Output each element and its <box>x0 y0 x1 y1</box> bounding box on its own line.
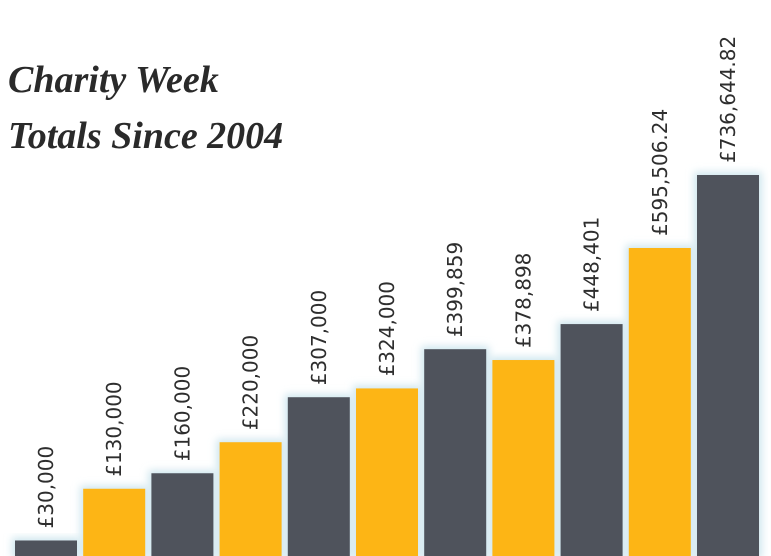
chart-title: Totals Since 2004 <box>8 115 283 157</box>
value-label: £160,000 <box>170 366 194 461</box>
value-label: £324,000 <box>375 281 399 376</box>
value-label: £220,000 <box>239 335 263 430</box>
chart-title: Charity Week <box>8 59 219 101</box>
bar <box>151 473 214 556</box>
value-label: £595,506.24 <box>648 109 672 236</box>
bar <box>219 442 282 556</box>
bar <box>15 540 77 556</box>
bar <box>83 488 146 556</box>
bar <box>287 397 350 556</box>
value-label: £399,859 <box>443 242 467 337</box>
value-label: £736,644.82 <box>716 36 740 163</box>
bar <box>356 388 418 556</box>
value-label: £307,000 <box>307 290 331 385</box>
bar <box>628 247 691 556</box>
bar <box>492 360 555 556</box>
bar <box>424 349 487 556</box>
value-label: £448,401 <box>580 217 604 312</box>
value-label: £378,898 <box>511 253 535 348</box>
value-label: £30,000 <box>34 446 58 529</box>
bar <box>697 175 759 556</box>
value-label: £130,000 <box>102 381 126 476</box>
bar <box>560 324 623 556</box>
